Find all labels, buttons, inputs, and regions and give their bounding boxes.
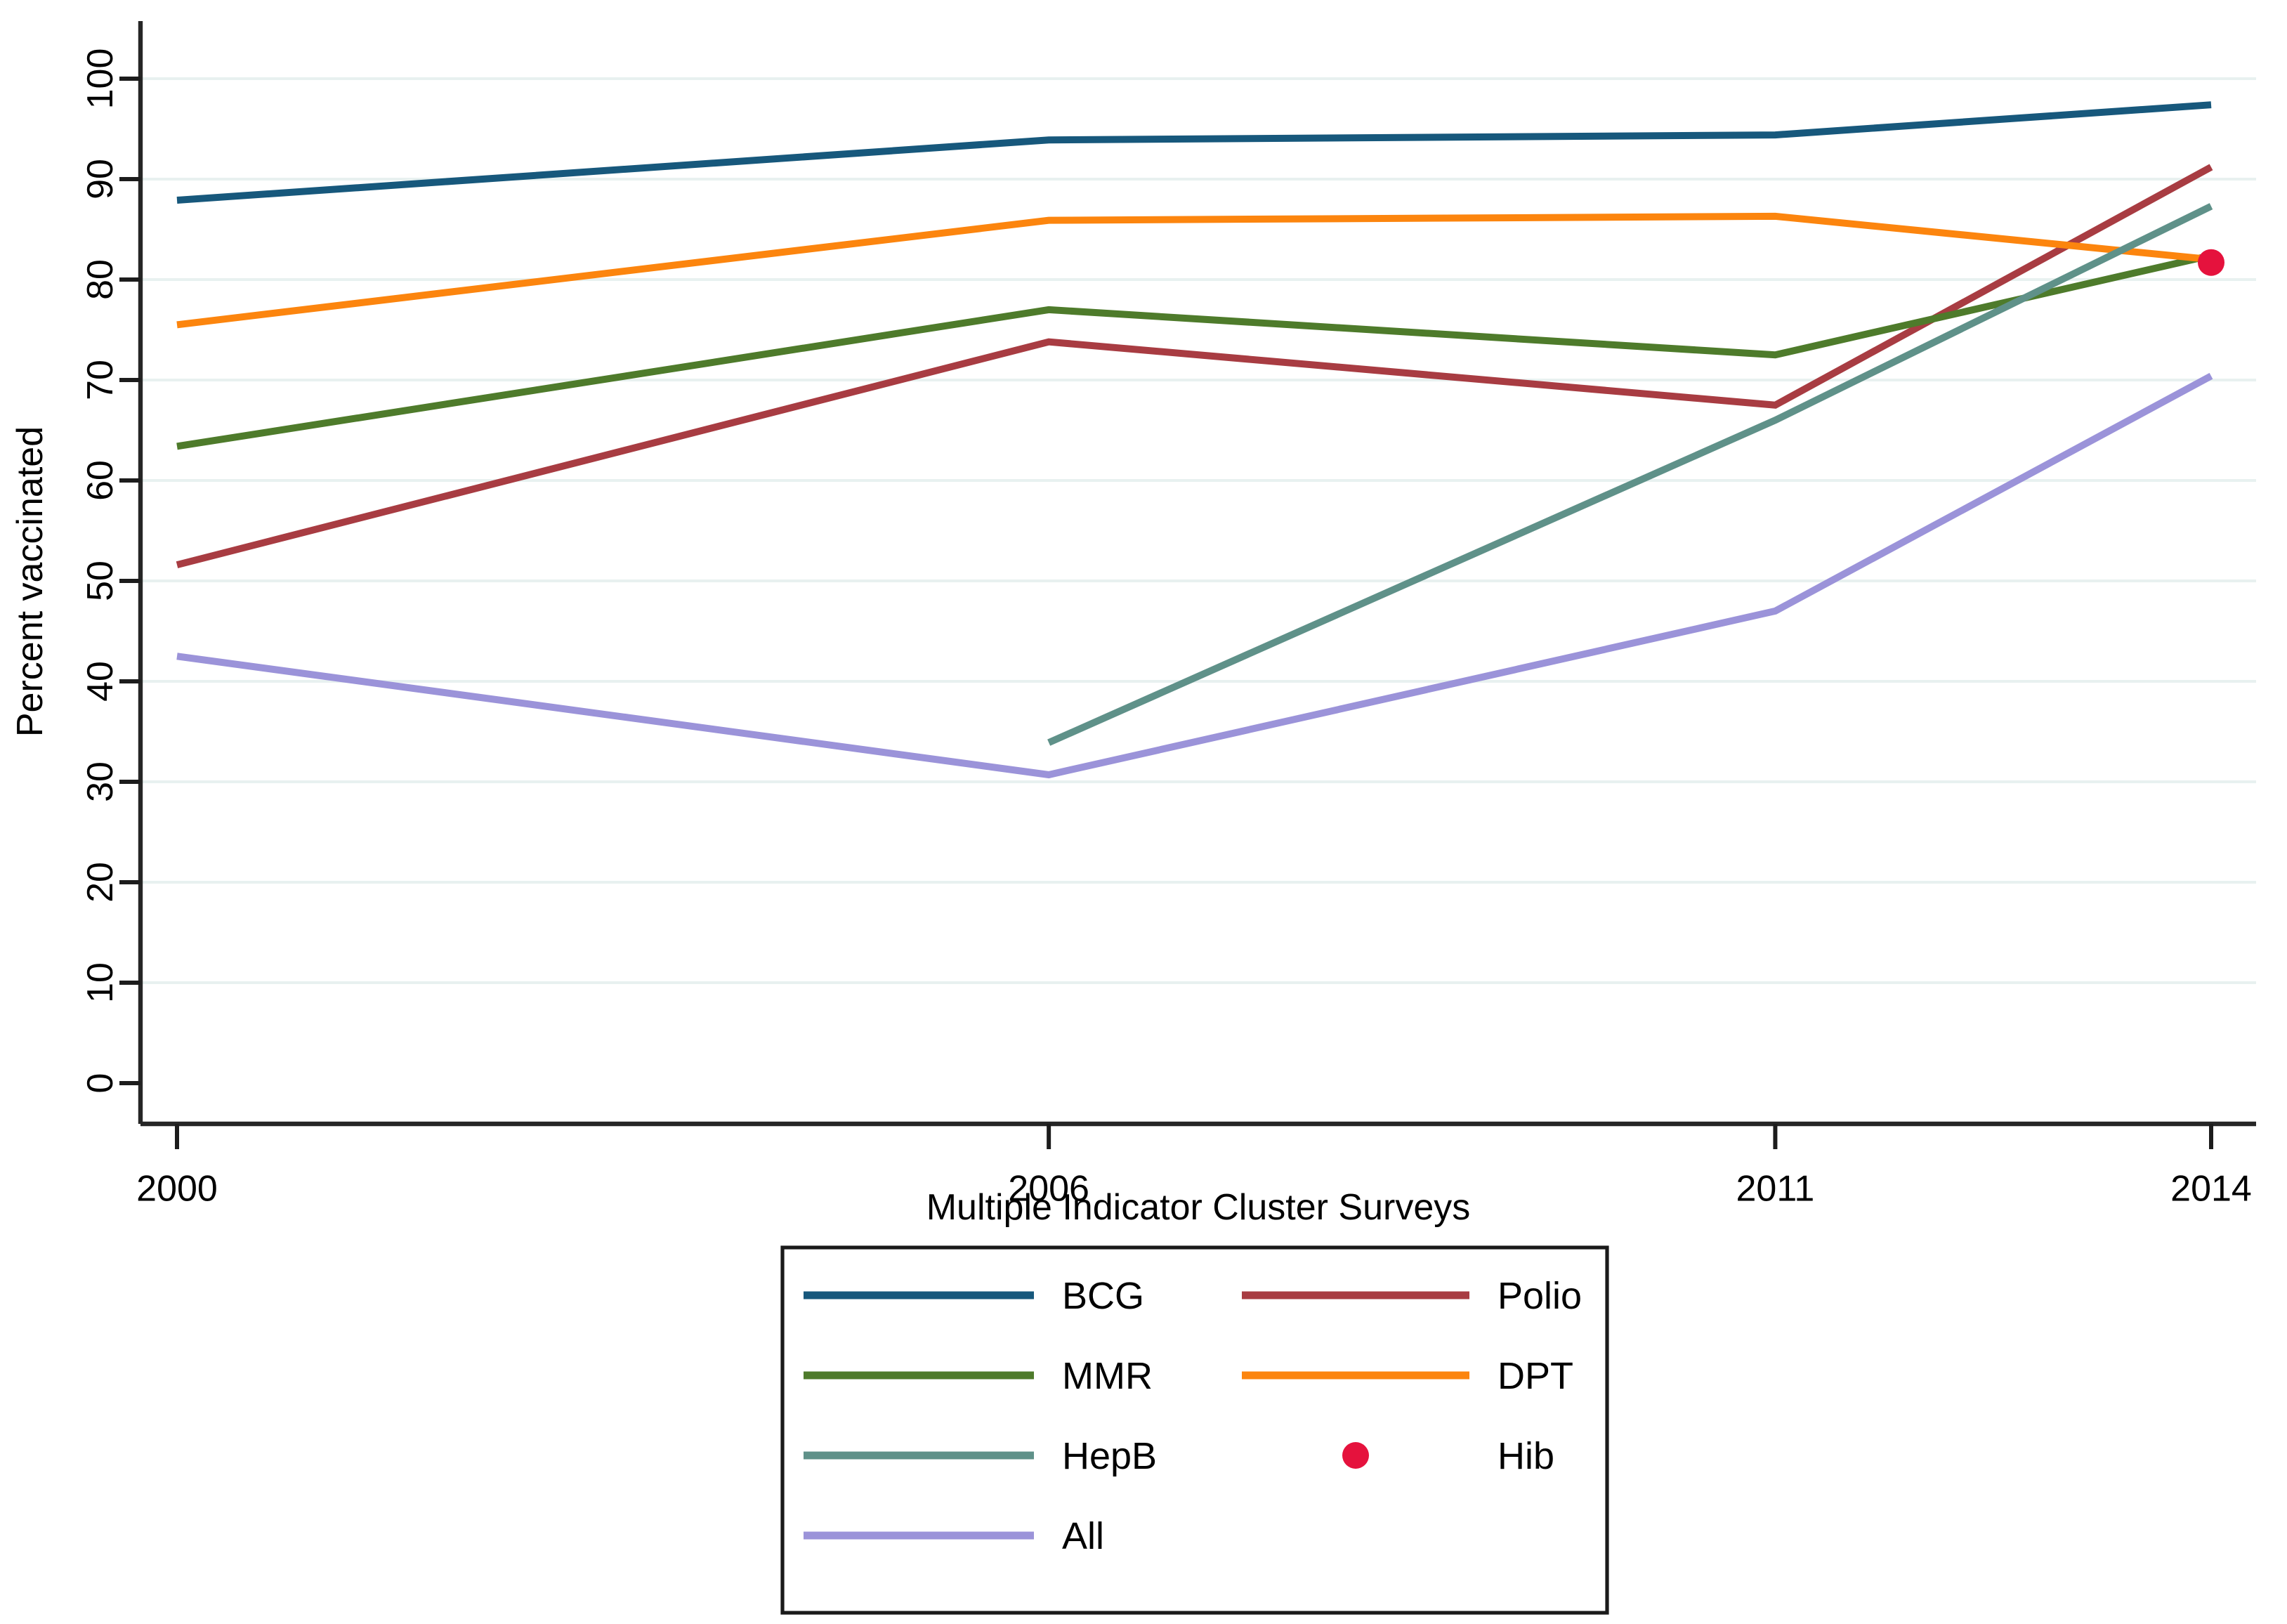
legend-swatch-hib [1342, 1442, 1369, 1469]
y-tick-label-40: 40 [80, 661, 121, 702]
legend-label-dpt: DPT [1498, 1355, 1573, 1397]
legend-label-all: All [1062, 1515, 1104, 1557]
y-tick-label-60: 60 [80, 460, 121, 501]
legend-label-bcg: BCG [1062, 1275, 1144, 1317]
y-tick-label-50: 50 [80, 561, 121, 601]
y-tick-label-0: 0 [80, 1073, 121, 1094]
series-lines [176, 101, 2224, 779]
series-line-mmr [176, 251, 2213, 450]
x-tick-label-2006: 2006 [1008, 1168, 1089, 1209]
y-tick-label-90: 90 [80, 159, 121, 199]
legend-label-hepb: HepB [1062, 1435, 1157, 1477]
axes [138, 21, 2256, 1127]
series-line-bcg [176, 101, 2212, 204]
legend: BCG Polio MMR DPT HepB Hib All [780, 1245, 1609, 1615]
legend-label-mmr: MMR [1062, 1355, 1153, 1397]
legend-box [780, 1245, 1609, 1615]
y-axis-title: Percent vaccinated [10, 426, 51, 737]
y-tick-label-70: 70 [80, 360, 121, 400]
legend-label-hib: Hib [1498, 1435, 1554, 1477]
y-tick-label-10: 10 [80, 962, 121, 1003]
legend-label-polio: Polio [1498, 1275, 1582, 1317]
x-tick-label-2014: 2014 [2170, 1168, 2252, 1209]
x-tick-label-2000: 2000 [136, 1168, 218, 1209]
x-axis-title: Multiple Indicator Cluster Surveys [926, 1187, 1471, 1228]
y-tick-label-100: 100 [80, 48, 121, 110]
series-line-hepb [1047, 203, 2213, 746]
y-tick-label-30: 30 [80, 761, 121, 802]
y-tick-label-80: 80 [80, 259, 121, 300]
gridlines [140, 77, 2256, 984]
series-line-dpt [176, 212, 2212, 329]
axis-ticks [119, 77, 2213, 1149]
y-tick-label-20: 20 [80, 862, 121, 903]
series-line-all [176, 372, 2213, 779]
series-point-hib [2198, 249, 2224, 276]
x-tick-label-2011: 2011 [1736, 1168, 1815, 1209]
axis-tick-labels: 0 10 20 30 40 50 60 70 80 90 100 2000 2006 2011 2014 [80, 48, 2252, 1210]
series-line-polio [176, 164, 2213, 568]
